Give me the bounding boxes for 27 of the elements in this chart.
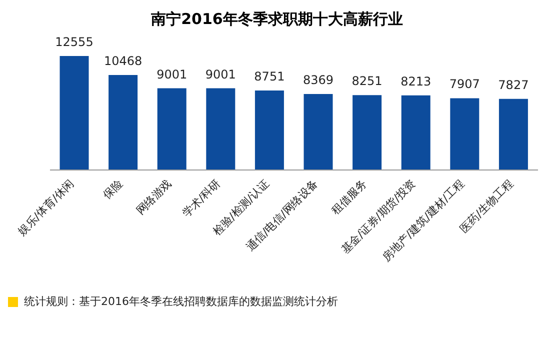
data-label: 12555 <box>55 35 94 49</box>
data-label: 8251 <box>352 74 382 88</box>
data-label: 10468 <box>104 54 142 68</box>
data-label: 9001 <box>156 67 188 82</box>
bar <box>108 74 138 170</box>
bar <box>304 94 333 170</box>
chart-title: 南宁2016年冬季求职期十大高薪行业 <box>150 10 404 30</box>
x-tick-label: 学术/科研 <box>180 176 223 220</box>
data-label: 9001 <box>205 67 236 82</box>
bar <box>157 88 186 170</box>
bar <box>352 95 382 170</box>
text: 统计规则：基于2016年冬季在线招聘数据库的数据监测统计分析 <box>24 294 338 309</box>
data-label: 8213 <box>400 74 432 88</box>
data-label: 7907 <box>449 77 480 92</box>
bar <box>450 98 480 170</box>
bar <box>498 98 528 170</box>
bar <box>206 88 236 170</box>
x-tick-label: 网络游戏 <box>134 176 174 218</box>
data-label: 8369 <box>302 73 334 88</box>
bar <box>254 90 284 170</box>
x-tick-label: 租借服务 <box>329 176 370 218</box>
bar <box>401 95 430 170</box>
data-label: 8751 <box>254 70 285 84</box>
data-label: 7827 <box>498 78 529 92</box>
x-tick-label: 保险 <box>100 176 126 202</box>
bar <box>60 56 89 170</box>
x-tick-label: 娱乐/体育/休闲 <box>15 176 77 238</box>
